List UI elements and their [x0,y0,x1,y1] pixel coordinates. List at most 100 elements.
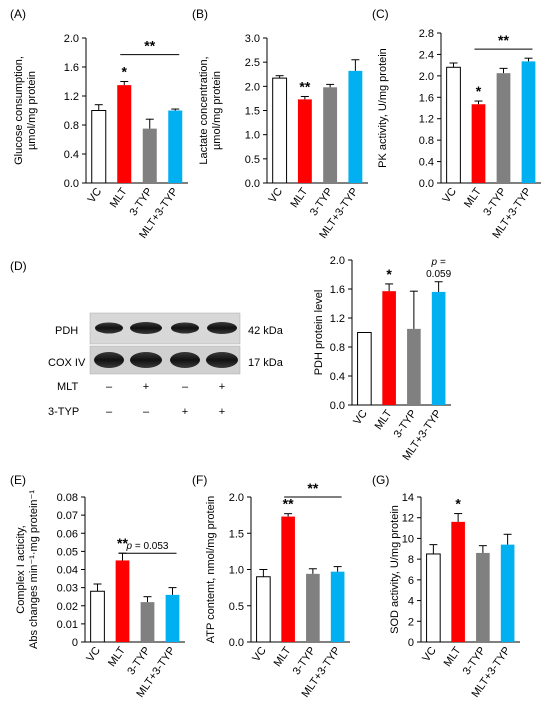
panel-label: (E) [10,473,26,487]
panel-label: (A) [10,7,26,21]
significance-label: * [386,266,392,282]
blot-condition-label: 3-TYP [48,406,79,418]
significance-label: p = [431,257,446,268]
comparison-label: p = 0.053 [126,541,169,552]
panel-label: (C) [372,7,389,21]
chart-panel: (B) 0.0 0.5 1.0 1.5 2.0 2.5 3.0 Lactate concentr… [192,7,368,241]
category-label: VC [420,645,439,664]
blot-condition-label: MLT [57,381,78,393]
significance-label: * [476,83,482,99]
panel-label: (D) [10,259,27,273]
y-tick-label: 0.5 [229,601,244,613]
bar [323,87,338,183]
bar [281,516,295,642]
y-tick-label: 1.6 [64,62,79,74]
y-tick-label: 10 [402,533,414,545]
y-tick-label: 1.2 [64,91,79,103]
y-tick-label: 0.07 [57,510,78,522]
chart-panel: (A) 0.0 0.4 0.8 1.2 1.6 2.0 Glucose consumption… [10,7,188,241]
bar [476,552,490,642]
bar [117,85,132,183]
bar [90,590,105,643]
y-tick-label: 2.0 [64,33,79,45]
p-value: = 0.053 [132,541,169,552]
blot-size-label: 17 kDa [248,357,284,369]
y-tick-label: 8 [408,554,414,566]
blot-sign: – [106,381,113,393]
y-tick-label: 2.0 [330,255,345,267]
category-label: MLT [442,645,464,669]
y-tick-label: 1.5 [229,528,244,540]
comparison-label: ** [307,480,318,496]
y-axis-label: Complex I acticity, [15,525,27,613]
y-tick-label: 0.4 [64,149,79,161]
bar [431,291,446,405]
blot-band [130,352,162,368]
bar [407,328,421,405]
bar [500,544,515,642]
category-label: MLT [462,186,484,210]
bar [256,576,271,643]
significance-label: ** [299,78,310,94]
y-tick-label: 0.8 [419,135,434,147]
blot-sign-row-3typ: – – + + [106,406,225,418]
category-label: VC [250,645,269,664]
y-tick-label: 1.5 [245,106,260,118]
bar [357,332,372,406]
bar-charts: (A) 0.0 0.4 0.8 1.2 1.6 2.0 Glucose consumption… [10,7,541,700]
blot-sign: + [219,381,225,393]
y-tick-label: 0.06 [57,528,78,540]
blot-band [170,352,200,368]
bar [446,66,461,184]
y-tick-label: 0.4 [330,371,345,383]
bar [426,553,441,643]
category-label: MLT [106,645,128,669]
y-axis-label: µmol/mg protein [211,71,223,150]
y-axis-label: SOD activity, U/mg protein [389,505,401,634]
bar [140,602,155,642]
y-tick-label: 0.8 [330,342,345,354]
significance-label: * [122,64,128,80]
y-tick-label: 1.6 [330,284,345,296]
bar [306,573,320,642]
y-tick-label: 0.4 [419,157,434,169]
y-tick-label: 1.6 [419,92,434,104]
panel-label: (G) [372,473,389,487]
y-tick-label: 0 [72,637,78,649]
p-symbol: p [126,541,133,552]
y-tick-label: 4 [408,596,414,608]
blot-band [207,322,237,334]
bar [168,110,183,183]
bar [451,521,465,642]
y-tick-label: 0.5 [245,154,260,166]
y-axis-label: Abs changes min⁻¹·mg protein⁻¹ [28,490,40,649]
category-label: VC [84,645,103,664]
y-tick-label: 3.0 [245,33,260,45]
blot-sign: + [143,381,149,393]
blot-sign: + [182,406,188,418]
bar [330,571,345,642]
y-tick-label: 2.0 [245,81,260,93]
significance-label: 0.059 [426,269,451,280]
y-axis-label: PK activity, U/mg protein [377,48,389,168]
bar [348,70,363,183]
y-tick-label: 0.8 [64,120,79,132]
category-label: VC [266,186,285,205]
y-tick-label: 2.8 [419,28,434,40]
chart-panel: (C) 0.0 0.4 0.8 1.2 1.6 2.0 2.4 2.8 PK activity, … [372,7,541,241]
category-label: VC [351,408,370,427]
y-tick-label: 12 [402,513,414,525]
blot-band [171,322,199,334]
blot-band [94,352,124,368]
y-tick-label: 0 [408,637,414,649]
category-label: VC [440,186,459,205]
y-tick-label: 0.0 [64,178,79,190]
y-tick-label: 0.0 [245,178,260,190]
y-tick-label: 0.01 [57,619,78,631]
bar [382,291,396,405]
bar [521,61,536,184]
y-tick-label: 0.04 [57,565,78,577]
blot-size-label: 42 kDa [248,325,284,337]
